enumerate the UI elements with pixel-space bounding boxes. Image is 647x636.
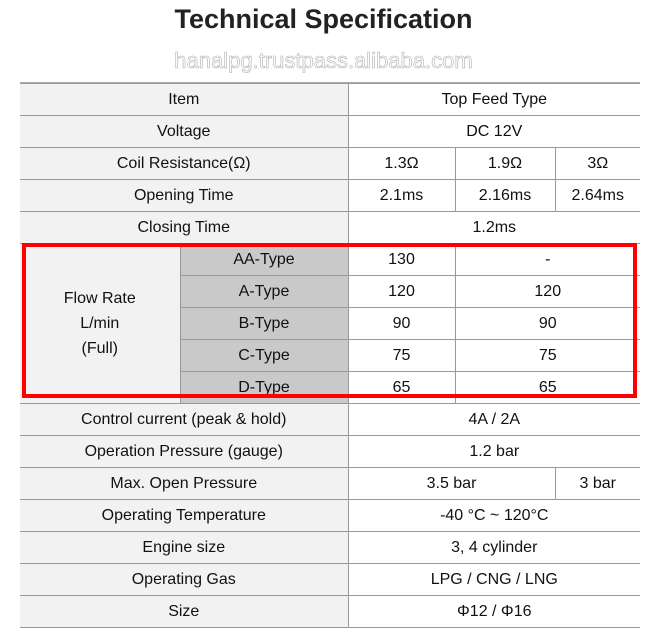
flow-value: 130	[347, 243, 456, 276]
row-value: -40 °C ~ 120°C	[347, 499, 641, 532]
flow-type: C-Type	[180, 339, 349, 372]
row-value: 4A / 2A	[347, 403, 641, 436]
table-row: Closing Time 1.2ms	[20, 211, 641, 244]
row-label: Opening Time	[20, 179, 349, 212]
row-value: 1.9Ω	[454, 147, 556, 180]
table-row: Operating Gas LPG / CNG / LNG	[20, 563, 641, 596]
flow-value: 120	[347, 275, 456, 308]
row-value: 2.64ms	[554, 179, 641, 212]
table-row: Flow Rate L/min (Full) AA-Type 130-	[20, 243, 641, 404]
table-row: Size Φ12 / Φ16	[20, 595, 641, 628]
flow-value: 120	[454, 275, 641, 308]
table-row: Max. Open Pressure 3.5 bar 3 bar	[20, 467, 641, 500]
watermark: hanalpg.trustpass.alibaba.com	[174, 48, 473, 74]
row-label: Operating Temperature	[20, 499, 349, 532]
flow-value: 90	[454, 307, 641, 340]
row-label: Coil Resistance(Ω)	[20, 147, 349, 180]
flow-label-line: Flow Rate	[63, 290, 136, 307]
header-type: Top Feed Type	[347, 83, 641, 116]
table-row: Voltage DC 12V	[20, 115, 641, 148]
row-value: Φ12 / Φ16	[347, 595, 641, 628]
row-value: 3, 4 cylinder	[347, 531, 641, 564]
flow-value: -	[454, 243, 641, 276]
row-label: Voltage	[20, 115, 349, 148]
row-value: LPG / CNG / LNG	[347, 563, 641, 596]
row-value: DC 12V	[347, 115, 641, 148]
header-item: Item	[20, 83, 349, 116]
spec-table: Item Top Feed Type Voltage DC 12V Coil Res…	[20, 83, 641, 628]
flow-label-line: (Full)	[81, 340, 118, 357]
flow-value: 75	[454, 339, 641, 372]
table-row: Opening Time 2.1ms 2.16ms 2.64ms	[20, 179, 641, 212]
row-value: 3.5 bar	[347, 467, 556, 500]
row-value: 1.3Ω	[347, 147, 456, 180]
row-value: 1.2ms	[347, 211, 641, 244]
row-value: 3Ω	[554, 147, 641, 180]
table-row: A-Type 120 120	[20, 275, 641, 308]
table-row: B-Type 90 90	[20, 307, 641, 340]
flow-rate-label: Flow Rate L/min (Full)	[20, 243, 181, 404]
row-label: Operating Gas	[20, 563, 349, 596]
row-label: Max. Open Pressure	[20, 467, 349, 500]
table-row: Operating Temperature -40 °C ~ 120°C	[20, 499, 641, 532]
table-row: Operation Pressure (gauge) 1.2 bar	[20, 435, 641, 468]
flow-value: 65	[347, 371, 456, 404]
flow-value: 90	[347, 307, 456, 340]
row-label: Size	[20, 595, 349, 628]
row-label: Control current (peak & hold)	[20, 403, 349, 436]
row-label: Closing Time	[20, 211, 349, 244]
flow-type: AA-Type	[179, 243, 349, 276]
table-row: Engine size 3, 4 cylinder	[20, 531, 641, 564]
table-row: C-Type 75 75	[20, 339, 641, 372]
row-value: 1.2 bar	[347, 435, 641, 468]
row-value: 3 bar	[554, 467, 641, 500]
flow-value: 75	[347, 339, 456, 372]
row-value: 2.1ms	[347, 179, 456, 212]
table-row: Item Top Feed Type	[20, 83, 641, 116]
page-title: Technical Specification	[174, 4, 473, 34]
row-label: Engine size	[20, 531, 349, 564]
table-row: Control current (peak & hold) 4A / 2A	[20, 403, 641, 436]
flow-label-line: L/min	[80, 315, 120, 332]
row-label: Operation Pressure (gauge)	[20, 435, 349, 468]
table-row: Coil Resistance(Ω) 1.3Ω 1.9Ω 3Ω	[20, 147, 641, 180]
row-value: 2.16ms	[454, 179, 556, 212]
flow-type: D-Type	[180, 371, 349, 404]
flow-value: 65	[454, 371, 641, 404]
flow-type: A-Type	[180, 275, 349, 308]
table-row: D-Type 65 65	[20, 371, 641, 404]
flow-type: B-Type	[180, 307, 349, 340]
